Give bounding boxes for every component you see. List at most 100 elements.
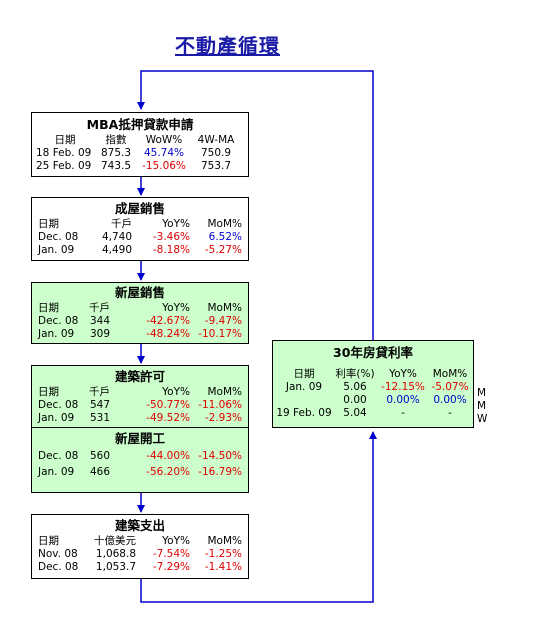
col-header: MoM% — [207, 218, 242, 230]
date-cell: Jan. 09 — [38, 412, 75, 424]
box-title: 建築許可 — [114, 369, 165, 384]
col-header: 千戶 — [111, 218, 132, 230]
permits-table: 日期 千戶 YoY% MoM% Dec. 08 547 -50.77% -11.… — [38, 386, 242, 425]
date-cell: Dec. 08 — [38, 399, 79, 411]
table-row: Jan. 09 531 -49.52% -2.93% — [38, 412, 242, 425]
col-header: 利率(%) — [335, 368, 375, 380]
mba-table: 日期 指數 WoW% 4W-MA 18 Feb. 09 875.3 45.74%… — [36, 134, 242, 173]
table-row: 0.00 0.00% 0.00% — [276, 394, 472, 407]
table-row: Nov. 08 1,068.8 -7.54% -1.25% — [38, 548, 242, 561]
value-cell: 743.5 — [100, 160, 132, 172]
date-cell: Jan. 09 — [38, 328, 75, 340]
loop-mortgage-to-mba — [137, 70, 374, 340]
change-cell: -9.47% — [204, 315, 242, 327]
col-header: MoM% — [207, 302, 242, 314]
table-row: 25 Feb. 09 743.5 -15.06% 753.7 — [36, 160, 242, 173]
frequency-label: M — [477, 400, 487, 412]
spending-table: 日期 十億美元 YoY% MoM% Nov. 08 1,068.8 -7.54%… — [38, 535, 242, 574]
table-row: Dec. 08 560 -44.00% -14.50% — [38, 448, 242, 464]
value-cell: 344 — [89, 315, 110, 327]
change-cell: -8.18% — [152, 244, 190, 256]
value-cell: 5.04 — [343, 407, 367, 419]
change-cell: 6.52% — [208, 231, 242, 243]
table-header-row: 日期 十億美元 YoY% MoM% — [38, 535, 242, 548]
col-header: YoY% — [162, 386, 190, 398]
date-cell: 18 Feb. 09 — [36, 147, 92, 159]
col-header: 日期 — [38, 535, 59, 547]
date-cell — [276, 394, 332, 407]
value-cell: 1,068.8 — [95, 548, 136, 560]
table-row: Dec. 08 547 -50.77% -11.06% — [38, 399, 242, 412]
change-cell: -44.00% — [146, 450, 190, 462]
change-cell: -7.54% — [152, 548, 190, 560]
loop-spending-to-mortgage — [140, 431, 377, 603]
date-cell: 25 Feb. 09 — [36, 160, 92, 172]
col-header: YoY% — [162, 535, 190, 547]
col-header: MoM% — [207, 535, 242, 547]
date-cell: Dec. 08 — [38, 450, 79, 462]
date-cell: Jan. 09 — [38, 466, 75, 478]
change-cell: - — [448, 407, 452, 419]
date-cell: Jan. 09 — [38, 244, 75, 256]
change-cell: 45.74% — [143, 147, 185, 159]
construction-spending-box: 建築支出 日期 十億美元 YoY% MoM% Nov. 08 1,068.8 -… — [31, 514, 249, 579]
value-cell: 753.7 — [200, 160, 232, 172]
change-cell: -15.06% — [142, 160, 186, 172]
table-row: Jan. 09 5.06 -12.15% -5.07% — [276, 381, 472, 394]
change-cell: -1.41% — [204, 561, 242, 573]
col-header: 日期 — [293, 368, 315, 380]
table-row: Dec. 08 1,053.7 -7.29% -1.41% — [38, 561, 242, 574]
col-header: YoY% — [389, 368, 417, 380]
change-cell: -3.46% — [152, 231, 190, 243]
date-cell: Dec. 08 — [38, 315, 79, 327]
change-cell: -48.24% — [146, 328, 190, 340]
date-cell: 19 Feb. 09 — [276, 407, 332, 419]
value-cell: 1,053.7 — [95, 561, 136, 573]
table-row: Jan. 09 309 -48.24% -10.17% — [38, 328, 242, 341]
change-cell: 0.00% — [386, 394, 420, 406]
housing-starts-box: 新屋開工 Dec. 08 560 -44.00% -14.50% Jan. 09… — [31, 427, 249, 493]
value-cell: 0.00 — [343, 394, 367, 406]
table-header-row: 日期 指數 WoW% 4W-MA — [36, 134, 242, 147]
col-header: MoM% — [432, 368, 468, 380]
box-title: MBA抵押貸款申請 — [86, 117, 194, 132]
change-cell: -12.15% — [381, 381, 425, 393]
existing-table: 日期 千戶 YoY% MoM% Dec. 08 4,740 -3.46% 6.5… — [38, 218, 242, 257]
col-header: 千戶 — [89, 302, 110, 314]
building-permits-box: 建築許可 日期 千戶 YoY% MoM% Dec. 08 547 -50.77%… — [31, 365, 249, 428]
col-header: 千戶 — [89, 386, 110, 398]
change-cell: -16.79% — [198, 466, 242, 478]
table-header-row: 日期 千戶 YoY% MoM% — [38, 302, 242, 315]
table-row: 19 Feb. 09 5.04 - - — [276, 407, 472, 420]
change-cell: -5.27% — [204, 244, 242, 256]
frequency-label: M — [477, 387, 487, 399]
date-cell: Dec. 08 — [38, 231, 79, 243]
table-row: Dec. 08 344 -42.67% -9.47% — [38, 315, 242, 328]
mortgage-table: 日期 利率(%) YoY% MoM% Jan. 09 5.06 -12.15% … — [276, 368, 472, 420]
value-cell: 4,490 — [101, 244, 132, 256]
change-cell: -2.93% — [204, 412, 242, 424]
change-cell: - — [401, 407, 405, 419]
value-cell: 750.9 — [200, 147, 232, 159]
change-cell: 0.00% — [433, 394, 467, 406]
col-header: 日期 — [38, 302, 59, 314]
box-title: 新屋開工 — [114, 431, 165, 446]
change-cell: -50.77% — [146, 399, 190, 411]
table-header-row: 日期 千戶 YoY% MoM% — [38, 386, 242, 399]
table-row: Jan. 09 466 -56.20% -16.79% — [38, 464, 242, 480]
date-cell: Dec. 08 — [38, 561, 79, 573]
col-header: 日期 — [38, 386, 59, 398]
date-cell: Jan. 09 — [285, 381, 323, 393]
value-cell: 547 — [89, 399, 110, 411]
change-cell: -42.67% — [146, 315, 190, 327]
change-cell: -11.06% — [198, 399, 242, 411]
col-header: YoY% — [162, 218, 190, 230]
change-cell: -5.07% — [431, 381, 469, 393]
value-cell: 531 — [89, 412, 110, 424]
col-header: YoY% — [162, 302, 190, 314]
col-header: MoM% — [207, 386, 242, 398]
new-home-sales-box: 新屋銷售 日期 千戶 YoY% MoM% Dec. 08 344 -42.67%… — [31, 282, 249, 344]
change-cell: -56.20% — [146, 466, 190, 478]
table-header-row: 日期 千戶 YoY% MoM% — [38, 218, 242, 231]
box-title: 30年房貸利率 — [333, 345, 413, 360]
